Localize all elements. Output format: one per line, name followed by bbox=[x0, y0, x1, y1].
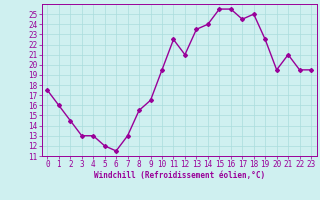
X-axis label: Windchill (Refroidissement éolien,°C): Windchill (Refroidissement éolien,°C) bbox=[94, 171, 265, 180]
